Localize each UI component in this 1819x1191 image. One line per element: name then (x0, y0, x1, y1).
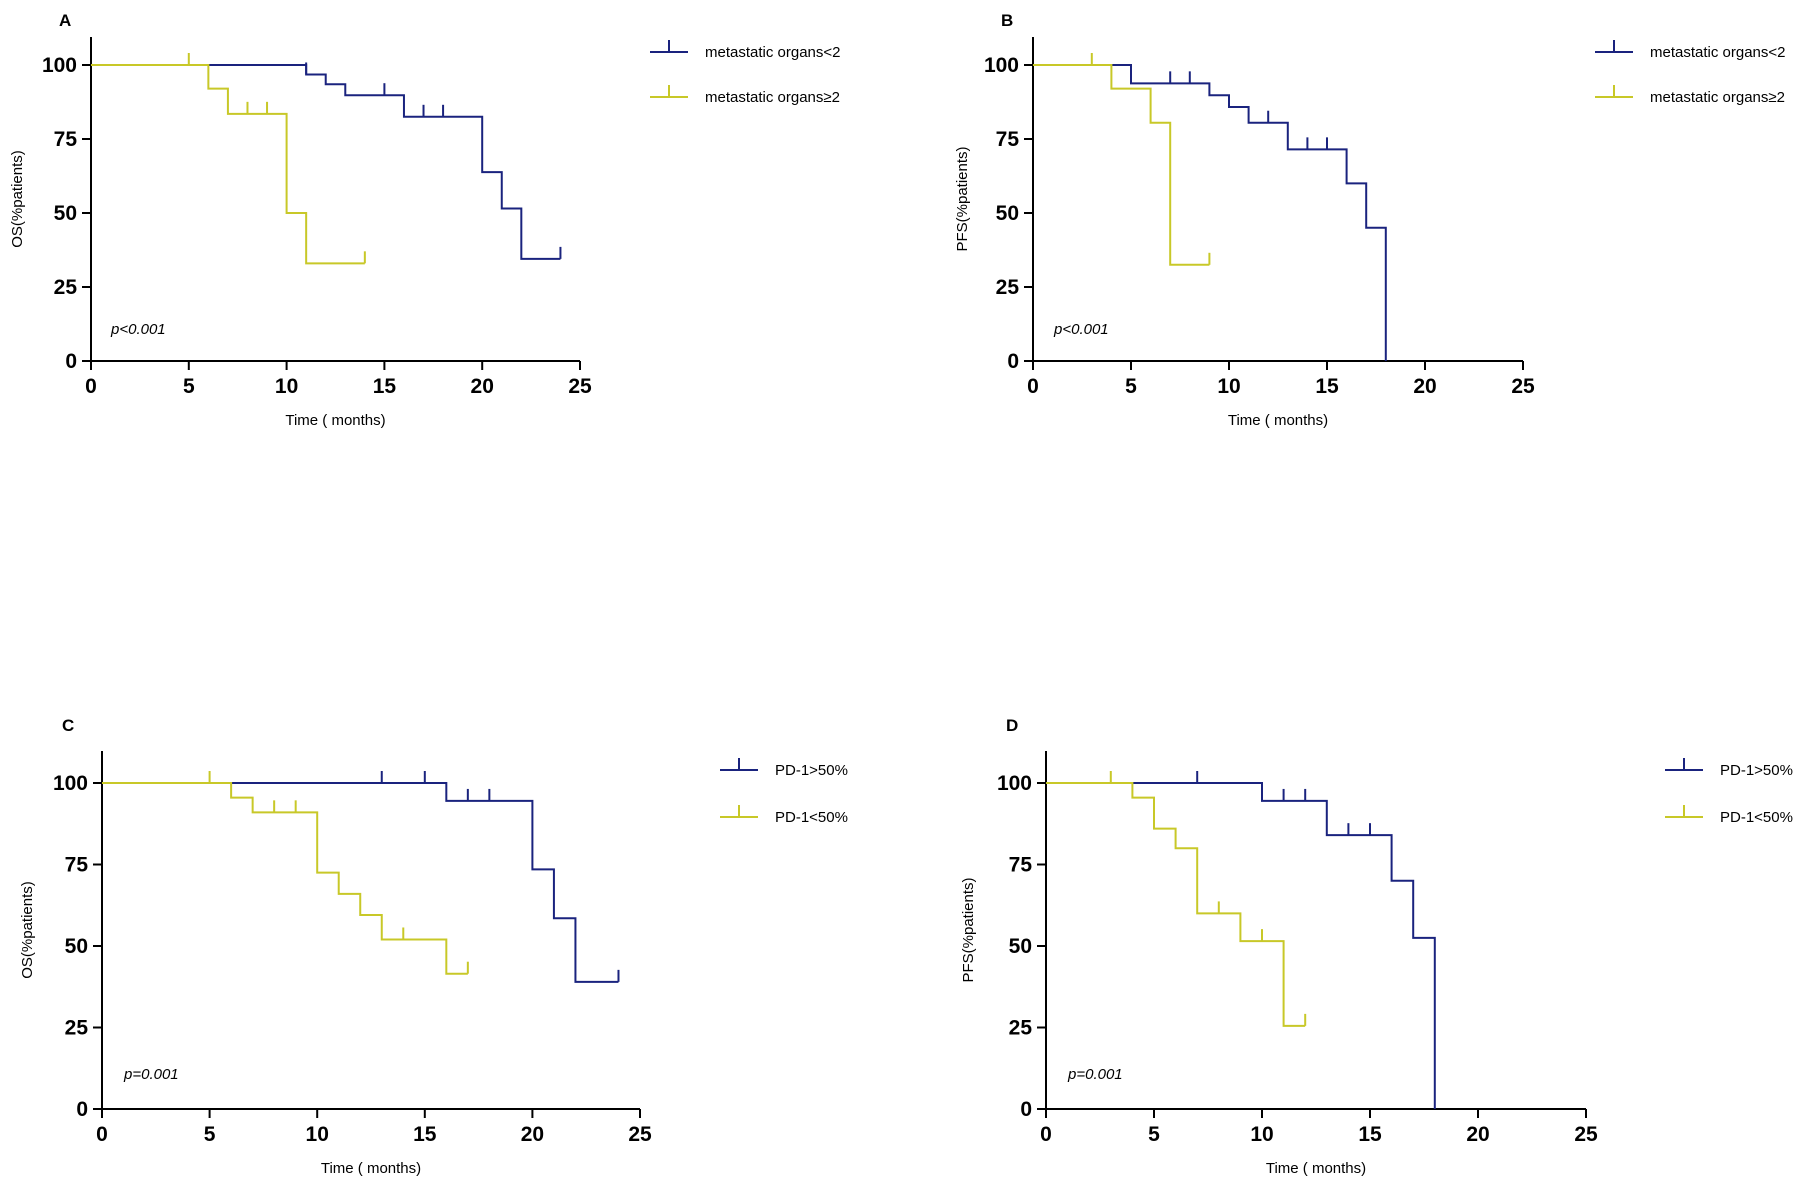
x-tick-label: 0 (1040, 1123, 1052, 1146)
legend-label: PD-1<50% (775, 809, 848, 826)
survival-step-line (1046, 782, 1306, 1027)
survival-step-line (91, 64, 561, 260)
chart-panel-d: D 0 25 50 75 100 0 5 10 15 20 25 Time ( months) PFS(%… (960, 716, 1793, 1177)
y-axis-title: PFS(%patients) (954, 146, 971, 251)
x-tick-label: 0 (96, 1123, 108, 1146)
y-tick-label: 50 (65, 935, 88, 958)
legend-entry-2: PD-1<50% (1665, 805, 1793, 826)
survival-step-line (1033, 64, 1387, 361)
x-tick-label: 25 (1574, 1123, 1598, 1146)
x-tick-label: 5 (204, 1123, 216, 1146)
chart-panel-a: A 0 25 50 75 100 0 5 10 15 20 25 Time ( months) OS(%p… (9, 11, 841, 429)
legend-entry-1: metastatic organs<2 (650, 40, 841, 61)
y-tick-label: 0 (65, 350, 77, 373)
chart-panel-c: C 0 25 50 75 100 0 5 10 15 20 25 Time ( months) OS(%p… (19, 716, 848, 1177)
x-tick-label: 20 (1413, 375, 1436, 398)
survival-series-1 (1033, 64, 1387, 361)
survival-step-line (1046, 782, 1436, 1109)
legend-entry-1: PD-1>50% (1665, 758, 1793, 779)
panel-letter: A (59, 11, 71, 30)
y-axis-title: PFS(%patients) (960, 877, 977, 982)
x-axis-title: Time ( months) (285, 412, 385, 429)
y-tick-label: 75 (1009, 854, 1033, 877)
p-value-annotation: p<0.001 (110, 321, 166, 338)
x-tick-label: 25 (628, 1123, 652, 1146)
y-axis-title: OS(%patients) (9, 150, 26, 248)
legend-label: metastatic organs≥2 (705, 89, 840, 106)
x-axis-title: Time ( months) (1228, 412, 1328, 429)
x-tick-label: 10 (1250, 1123, 1273, 1146)
legend-label: metastatic organs<2 (705, 44, 841, 61)
survival-series-2 (1046, 771, 1307, 1027)
legend-label: PD-1>50% (1720, 762, 1793, 779)
panel-letter: B (1001, 11, 1013, 30)
x-tick-label: 20 (471, 375, 494, 398)
x-tick-label: 15 (413, 1123, 437, 1146)
y-axis-title: OS(%patients) (19, 881, 36, 979)
x-tick-label: 5 (1148, 1123, 1160, 1146)
x-axis-title: Time ( months) (1266, 1160, 1366, 1177)
x-tick-label: 25 (1511, 375, 1535, 398)
x-tick-label: 10 (306, 1123, 329, 1146)
y-tick-label: 100 (42, 54, 77, 77)
x-tick-label: 0 (85, 375, 97, 398)
y-tick-label: 75 (996, 128, 1020, 151)
survival-series-2 (91, 53, 366, 265)
survival-step-line (91, 64, 365, 265)
p-value-annotation: p=0.001 (123, 1066, 179, 1083)
y-tick-label: 25 (54, 276, 78, 299)
y-tick-label: 50 (996, 202, 1019, 225)
survival-step-line (1033, 64, 1210, 266)
legend-label: PD-1<50% (1720, 809, 1793, 826)
survival-series-2 (102, 771, 469, 975)
legend-entry-1: metastatic organs<2 (1595, 40, 1786, 61)
x-tick-label: 10 (275, 375, 298, 398)
survival-series-1 (102, 771, 620, 983)
y-tick-label: 0 (76, 1098, 88, 1121)
y-tick-label: 25 (65, 1017, 89, 1040)
legend-entry-1: PD-1>50% (720, 758, 848, 779)
p-value-annotation: p=0.001 (1067, 1066, 1123, 1083)
legend-label: PD-1>50% (775, 762, 848, 779)
panel-letter: C (62, 716, 74, 735)
survival-series-1 (91, 62, 562, 260)
y-tick-label: 50 (1009, 935, 1032, 958)
y-tick-label: 50 (54, 202, 77, 225)
p-value-annotation: p<0.001 (1053, 321, 1109, 338)
chart-panel-b: B 0 25 50 75 100 0 5 10 15 20 25 Time ( months) PFS(%… (954, 11, 1786, 429)
x-tick-label: 15 (1358, 1123, 1382, 1146)
x-tick-label: 20 (521, 1123, 544, 1146)
x-tick-label: 15 (1315, 375, 1339, 398)
y-tick-label: 100 (984, 54, 1019, 77)
legend-entry-2: PD-1<50% (720, 805, 848, 826)
x-tick-label: 5 (1125, 375, 1137, 398)
x-tick-label: 20 (1466, 1123, 1489, 1146)
legend-entry-2: metastatic organs≥2 (1595, 85, 1785, 106)
x-tick-label: 15 (373, 375, 397, 398)
panel-letter: D (1006, 716, 1018, 735)
y-tick-label: 25 (1009, 1017, 1033, 1040)
y-tick-label: 100 (53, 772, 88, 795)
legend-entry-2: metastatic organs≥2 (650, 85, 840, 106)
x-tick-label: 25 (568, 375, 592, 398)
legend-label: metastatic organs<2 (1650, 44, 1786, 61)
survival-series-2 (1033, 53, 1211, 266)
y-tick-label: 25 (996, 276, 1020, 299)
y-tick-label: 75 (65, 854, 89, 877)
y-tick-label: 0 (1020, 1098, 1032, 1121)
x-tick-label: 0 (1027, 375, 1039, 398)
legend-label: metastatic organs≥2 (1650, 89, 1785, 106)
x-tick-label: 5 (183, 375, 195, 398)
survival-series-1 (1046, 771, 1436, 1109)
x-axis-title: Time ( months) (321, 1160, 421, 1177)
x-tick-label: 10 (1217, 375, 1240, 398)
survival-step-line (102, 782, 468, 975)
y-tick-label: 100 (997, 772, 1032, 795)
y-tick-label: 0 (1007, 350, 1019, 373)
survival-step-line (102, 782, 619, 983)
y-tick-label: 75 (54, 128, 78, 151)
